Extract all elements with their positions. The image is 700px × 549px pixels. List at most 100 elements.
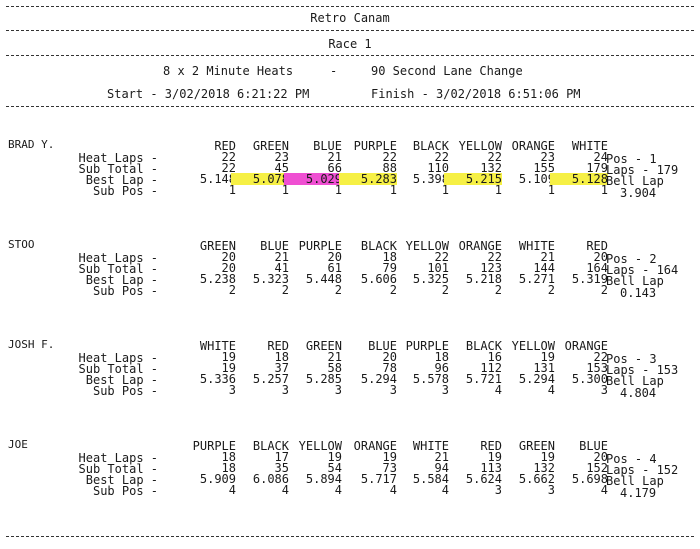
lap-cell: 123: [480, 261, 502, 275]
lane-header: PURPLE: [192, 439, 236, 453]
lap-cell: 79: [382, 261, 397, 275]
lap-cell: 22: [221, 161, 236, 175]
row-label: Sub Total -: [78, 462, 158, 476]
header-separator: -: [330, 64, 338, 78]
row-label: Best Lap -: [85, 473, 158, 487]
heats-format: 8 x 2 Minute Heats: [163, 64, 294, 78]
lap-cell: 4: [281, 483, 289, 497]
lap-cell: 22: [221, 150, 236, 164]
lane-header: BLUE: [368, 339, 397, 353]
best-lap-highlight: 5.078: [231, 173, 289, 185]
best-lap-highlight: 5.215: [444, 173, 502, 185]
lap-cell: 19: [327, 450, 342, 464]
lap-cell: 19: [540, 350, 555, 364]
finish-time: Finish - 3/02/2018 6:51:06 PM: [371, 87, 581, 101]
lap-cell: 18: [274, 350, 289, 364]
divider-line: [6, 536, 694, 537]
lap-cell: 19: [487, 450, 502, 464]
lane-header: WHITE: [199, 339, 236, 353]
lane-header: GREEN: [199, 239, 236, 253]
lane-header: WHITE: [412, 439, 449, 453]
lap-cell: 1: [281, 183, 289, 197]
lap-cell: 5.109: [518, 172, 555, 186]
lap-cell: 5.294: [360, 372, 397, 386]
racer-name: BRAD Y.: [8, 138, 55, 151]
bell-lap-value: 4.804: [620, 386, 657, 400]
best-lap-highlight: 5.029: [284, 173, 342, 185]
lap-cell: 21: [327, 350, 342, 364]
lane-header: BLACK: [465, 339, 502, 353]
lap-cell: 21: [540, 250, 555, 264]
lap-cell: 1: [441, 183, 449, 197]
lap-cell: 66: [327, 161, 342, 175]
lap-cell: 1: [494, 183, 502, 197]
lap-cell: 3: [494, 483, 502, 497]
lap-cell: 5.336: [199, 372, 236, 386]
row-label: Best Lap -: [85, 273, 158, 287]
lap-cell: 5.578: [412, 372, 449, 386]
lap-cell: 164: [586, 261, 608, 275]
lap-cell: 4: [334, 483, 342, 497]
lane-header: GREEN: [305, 339, 342, 353]
lane-header: BLACK: [412, 139, 449, 153]
lap-cell: 1: [334, 183, 342, 197]
lap-cell: 58: [327, 361, 342, 375]
row-label: Sub Pos -: [92, 284, 158, 298]
lap-cell: 16: [487, 350, 502, 364]
lap-cell: 5.238: [199, 272, 236, 286]
lap-cell: 21: [274, 250, 289, 264]
lap-cell: 110: [427, 161, 449, 175]
lap-cell: 5.721: [465, 372, 502, 386]
lap-cell: 3: [281, 383, 289, 397]
lap-cell: 132: [533, 461, 555, 475]
lane-header: RED: [480, 439, 502, 453]
lap-cell: 2: [334, 283, 342, 297]
row-label: Sub Pos -: [92, 484, 158, 498]
bell-lap-label: Bell Lap: [606, 274, 664, 288]
lap-cell: 4: [600, 483, 608, 497]
lap-cell: 22: [593, 350, 608, 364]
lap-cell: 5.624: [465, 472, 502, 486]
lap-cell: 37: [274, 361, 289, 375]
position-label: Pos - 2: [606, 252, 657, 266]
row-label: Sub Pos -: [92, 384, 158, 398]
lap-cell: 61: [327, 261, 342, 275]
lap-cell: 153: [586, 361, 608, 375]
lap-cell: 131: [533, 361, 555, 375]
lane-header: PURPLE: [353, 139, 397, 153]
laps-total: Laps - 153: [606, 363, 679, 377]
lap-cell: 22: [487, 150, 502, 164]
lap-cell: 5.698: [571, 472, 608, 486]
row-label: Heat Laps -: [78, 251, 158, 265]
lap-cell: 3: [547, 483, 555, 497]
bell-lap-value: 3.904: [620, 186, 657, 200]
row-label: Sub Total -: [78, 162, 158, 176]
row-label: Best Lap -: [85, 173, 158, 187]
lap-cell: 22: [434, 150, 449, 164]
race-label: Race 1: [328, 37, 372, 51]
best-lap-highlight: 5.283: [339, 173, 397, 185]
lane-header: ORANGE: [458, 239, 502, 253]
lane-header: YELLOW: [511, 339, 555, 353]
lap-cell: 4: [547, 383, 555, 397]
bell-lap-value: 0.143: [620, 286, 657, 300]
lap-cell: 88: [382, 161, 397, 175]
lap-cell: 5.218: [465, 272, 502, 286]
lap-cell: 78: [382, 361, 397, 375]
lane-header: BLACK: [360, 239, 397, 253]
lap-cell: 3: [228, 383, 236, 397]
lap-cell: 20: [221, 250, 236, 264]
row-label: Sub Total -: [78, 362, 158, 376]
lap-cell: 20: [327, 250, 342, 264]
bell-lap-label: Bell Lap: [606, 174, 664, 188]
racer-name: JOE: [8, 438, 28, 451]
lap-cell: 112: [480, 361, 502, 375]
lap-cell: 19: [221, 350, 236, 364]
position-label: Pos - 1: [606, 152, 657, 166]
bell-lap-label: Bell Lap: [606, 474, 664, 488]
lane-header: PURPLE: [298, 239, 342, 253]
position-label: Pos - 3: [606, 352, 657, 366]
lap-cell: 5.448: [305, 272, 342, 286]
lane-header: PURPLE: [405, 339, 449, 353]
